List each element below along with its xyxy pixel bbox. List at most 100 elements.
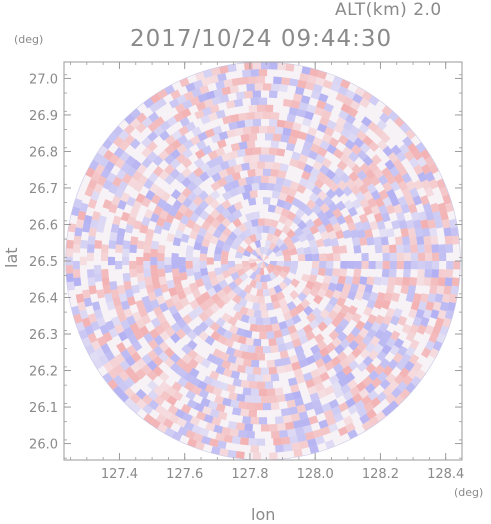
radar-cell <box>424 340 435 351</box>
radar-cell <box>314 382 325 393</box>
radar-cell <box>117 330 129 342</box>
radar-cell <box>147 349 158 361</box>
radar-cell <box>268 147 278 156</box>
radar-cell <box>200 435 212 446</box>
radar-cell <box>87 178 98 190</box>
radar-cell <box>206 353 217 364</box>
radar-cell <box>236 393 246 402</box>
radar-cell <box>327 201 339 213</box>
radar-cell <box>293 368 304 378</box>
radar-cell <box>109 153 120 165</box>
radar-cell <box>237 222 248 233</box>
radar-cell <box>399 122 411 134</box>
radar-cell <box>410 244 418 253</box>
radar-cell <box>224 237 234 247</box>
radar-cell <box>197 131 208 142</box>
radar-cell <box>118 391 130 403</box>
radar-cell <box>106 172 117 183</box>
radar-cell <box>123 326 134 338</box>
radar-cell <box>275 336 285 346</box>
radar-cell <box>263 246 270 255</box>
radar-cell <box>257 324 265 333</box>
radar-cell <box>112 296 122 307</box>
radar-cell <box>310 167 321 178</box>
radar-cell <box>379 378 391 390</box>
radar-cell <box>114 187 125 199</box>
radar-cell <box>183 208 194 219</box>
radar-cell <box>428 332 439 344</box>
radar-cell <box>382 261 390 270</box>
radar-cell <box>277 343 287 352</box>
radar-cell <box>429 285 438 295</box>
radar-cell <box>77 301 87 312</box>
radar-cell <box>193 353 205 365</box>
radar-cell <box>261 175 269 184</box>
radar-cell <box>188 358 199 369</box>
radar-cell <box>359 97 371 109</box>
radar-cell <box>437 309 447 320</box>
radar-cell <box>366 328 377 340</box>
radar-cell <box>263 254 270 261</box>
radar-cell <box>254 266 262 275</box>
radar-cell <box>241 69 251 78</box>
radar-cell <box>216 139 227 149</box>
radar-cell <box>307 126 318 137</box>
radar-cell <box>332 208 343 219</box>
radar-cell <box>87 313 98 324</box>
radar-cell <box>325 169 337 180</box>
radar-cell <box>246 402 256 411</box>
radar-cell <box>335 116 347 127</box>
radar-cell <box>266 359 276 368</box>
radar-cell <box>314 358 326 369</box>
radar-cell <box>217 177 228 188</box>
radar-cell <box>399 388 411 400</box>
radar-cell <box>149 328 160 340</box>
radar-cell <box>93 358 104 370</box>
radar-cell <box>300 417 311 427</box>
radar-cell <box>311 307 322 318</box>
radar-cell <box>359 142 371 154</box>
radar-cell <box>367 197 378 209</box>
radar-cell <box>349 386 361 397</box>
radar-cell <box>314 197 325 208</box>
y-tick-label: 26.6 <box>29 218 58 233</box>
radar-cell <box>417 244 425 253</box>
radar-cell <box>167 404 179 415</box>
radar-cell <box>190 135 201 146</box>
radar-cell <box>373 236 382 246</box>
radar-cell <box>432 301 442 312</box>
radar-cell <box>361 90 373 102</box>
radar-cell <box>249 258 257 264</box>
radar-cell <box>324 385 335 396</box>
radar-cell <box>209 303 221 314</box>
radar-cell <box>211 416 222 426</box>
radar-cell <box>321 133 333 144</box>
radar-cell <box>279 163 289 172</box>
radar-cell <box>209 408 220 418</box>
radar-cell <box>290 278 300 288</box>
radar-cell <box>282 201 293 211</box>
radar-cell <box>288 135 298 145</box>
radar-cell <box>227 231 238 242</box>
radar-cell <box>302 372 313 382</box>
radar-cell <box>145 284 155 294</box>
radar-cell <box>420 293 429 303</box>
radar-cell <box>314 76 326 87</box>
timestamp-title: 2017/10/24 09:44:30 <box>130 26 393 52</box>
radar-cell <box>397 195 408 207</box>
radar-cell <box>84 325 95 336</box>
radar-cell <box>122 256 130 266</box>
radar-cell <box>263 345 271 354</box>
radar-cell <box>305 431 315 441</box>
radar-cell <box>124 397 136 409</box>
radar-cell <box>111 195 121 206</box>
radar-cell <box>190 376 201 387</box>
radar-cell <box>230 271 240 281</box>
radar-cell <box>209 235 219 245</box>
radar-cell <box>120 300 130 311</box>
radar-cell <box>363 205 373 216</box>
radar-cell <box>337 275 347 285</box>
radar-cell <box>448 218 458 229</box>
radar-cell <box>291 361 301 371</box>
radar-cell <box>392 158 404 170</box>
